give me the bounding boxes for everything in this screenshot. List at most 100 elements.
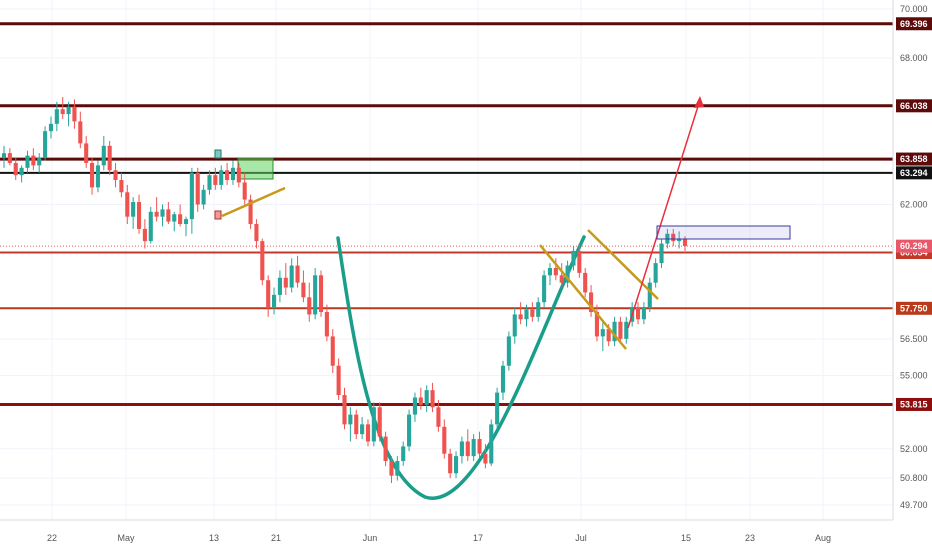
price-tick-label: 49.700 [900,500,928,510]
candle-body [589,292,594,312]
price-badge-label: 63.294 [900,168,928,178]
time-tick-label: 13 [209,533,219,543]
candle-body [583,272,588,293]
candle-body [389,461,394,476]
candle-body [160,209,165,217]
candle-body [19,167,24,176]
candle-body [236,167,241,183]
candle-body [418,397,423,405]
candle-body [618,321,623,339]
pattern-annotations-back [237,157,586,500]
time-tick-label: 15 [681,533,691,543]
candle-body [318,275,324,312]
candle-body [166,209,171,222]
price-tick-label: 70.000 [900,4,928,14]
candle-body [647,282,652,308]
candle-body [213,175,218,185]
cup-pattern-curve [336,235,586,500]
candle-body [635,307,641,320]
candle-body [641,307,646,320]
candle-body [671,233,676,242]
candle-body [448,453,453,474]
price-tick-label: 62.000 [900,199,928,209]
candle-body [225,170,230,181]
candle-body [348,414,353,425]
candle-body [553,267,558,276]
candle-body [330,336,335,366]
flag-channel-upper [587,229,659,300]
candle-body [148,211,153,242]
time-tick-label: 22 [47,533,57,543]
price-badge-label: 57.750 [900,303,928,313]
candle-body [207,175,212,190]
price-badge-label: 69.396 [900,19,928,29]
price-badge-label: 63.858 [900,154,928,164]
candle-body [424,390,429,405]
target-range-box [656,225,791,240]
candle-body [72,106,77,122]
marker-square [214,149,222,159]
candle-body [307,297,312,315]
candle-body [283,277,288,288]
candle-body [577,250,582,273]
horizontal-levels [0,22,893,406]
candle-body [60,109,65,115]
candle-body [606,329,611,342]
candle-body [436,407,441,427]
candle-body [489,424,494,464]
candle-body [260,241,265,281]
candle-body [594,311,599,337]
projection-arrow-line [627,99,701,329]
candle-body [230,167,236,181]
candle-body [483,453,488,464]
candle-body [248,199,253,225]
candle-body [90,162,95,188]
candle-body [600,329,605,337]
candle-body [471,439,476,457]
time-tick-label: 23 [745,533,755,543]
candle-body [524,309,529,320]
grid-layer [0,0,893,520]
price-tick-label: 55.000 [900,371,928,381]
candle-body [324,311,329,337]
candle-body [119,180,124,193]
price-badge [896,239,932,253]
time-tick-label: May [117,533,135,543]
candle-body [125,192,130,217]
price-badge-label: 60.294 [900,241,928,251]
candle-body [336,365,341,396]
candle-body [565,265,570,283]
marker-square [214,210,222,220]
candle-body [178,214,183,225]
candle-body [131,202,136,217]
price-badge [896,301,932,315]
candle-body [495,392,500,425]
candle-body [371,407,376,442]
price-tick-label: 56.500 [900,334,928,344]
candle-body [107,145,112,171]
candle-body [254,224,259,242]
time-tick-label: Aug [815,533,831,543]
candle-body [7,153,12,163]
candle-body [477,439,482,454]
trend-line [221,186,286,218]
price-badge-label: 66.038 [900,101,928,111]
candle-body [401,446,406,462]
time-tick-label: Jun [363,533,378,543]
candle-body [342,395,347,425]
candle-body [518,314,523,320]
flag-channel-lower [539,244,627,350]
candle-body [37,158,42,166]
price-badge [896,17,932,31]
candle-body [189,172,194,220]
candle-body [412,397,418,415]
candle-body [78,121,83,144]
candle-body [659,243,664,264]
candles-layer [1,96,688,484]
price-badge [896,397,932,411]
time-tick-label: 21 [271,533,281,543]
price-axis: 70.000 68.000 62.000 56.500 55.000 52.000 50.8… [892,0,928,520]
time-axis: 22 May 13 21 Jun 17 Jul 15 23 Aug [0,519,893,543]
